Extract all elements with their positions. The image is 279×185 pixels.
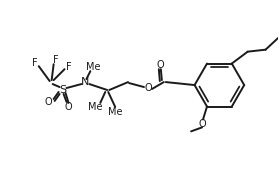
Text: N: N <box>81 77 90 87</box>
Text: F: F <box>53 55 58 65</box>
Text: F: F <box>66 62 71 72</box>
Text: F: F <box>32 58 38 68</box>
Text: O: O <box>45 97 52 107</box>
Text: Me: Me <box>86 62 101 72</box>
Text: Me: Me <box>88 102 103 112</box>
Text: O: O <box>65 102 72 112</box>
Text: O: O <box>198 119 206 130</box>
Text: Me: Me <box>108 107 122 117</box>
Text: O: O <box>144 83 152 93</box>
Text: S: S <box>59 85 66 95</box>
Text: O: O <box>156 60 164 70</box>
